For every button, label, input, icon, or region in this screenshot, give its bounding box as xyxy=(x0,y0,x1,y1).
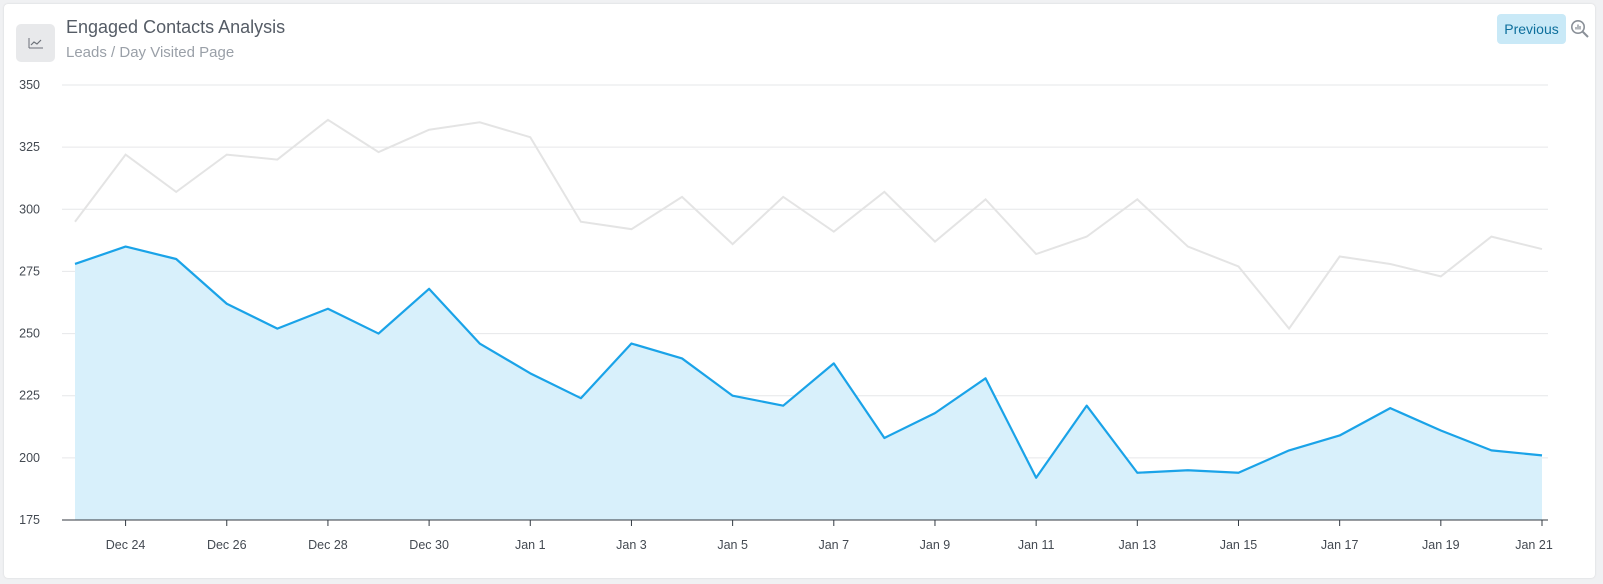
y-tick-label: 250 xyxy=(19,327,40,341)
x-tick-label: Jan 15 xyxy=(1220,538,1258,552)
x-tick-label: Jan 19 xyxy=(1422,538,1460,552)
series-layer xyxy=(74,118,1543,521)
chart-subtitle: Leads / Day Visited Page xyxy=(66,44,235,61)
x-tick-label: Jan 13 xyxy=(1119,538,1157,552)
y-tick-label: 225 xyxy=(19,389,40,403)
zoom-icon[interactable] xyxy=(1570,19,1590,39)
y-tick-label: 175 xyxy=(19,513,40,527)
x-tick-label: Jan 17 xyxy=(1321,538,1359,552)
series-line-previous xyxy=(74,118,1543,331)
x-axis: Dec 24 Dec 26 Dec 28 Dec 30 Jan 1 Jan 3 Jan 5 J… xyxy=(62,519,1553,552)
series-area-current xyxy=(75,246,1542,521)
x-tick-label: Jan 3 xyxy=(616,538,647,552)
y-tick-label: 200 xyxy=(19,451,40,465)
y-tick-label: 300 xyxy=(19,202,40,216)
y-axis: 175 200 225 250 275 300 325 350 xyxy=(19,78,40,527)
line-chart-icon xyxy=(16,24,55,62)
x-tick-label: Jan 11 xyxy=(1018,538,1055,552)
x-tick-label: Dec 30 xyxy=(409,538,449,552)
y-tick-label: 275 xyxy=(19,264,40,278)
x-tick-label: Jan 1 xyxy=(515,538,546,552)
x-tick-label: Jan 21 xyxy=(1515,538,1553,552)
series-line-current xyxy=(74,245,1543,479)
y-tick-label: 350 xyxy=(19,78,40,92)
x-tick-label: Dec 26 xyxy=(207,538,247,552)
x-tick-label: Dec 24 xyxy=(106,538,146,552)
x-tick-label: Jan 7 xyxy=(818,538,849,552)
previous-button[interactable]: Previous xyxy=(1497,14,1566,44)
y-tick-label: 325 xyxy=(19,140,40,154)
chart-title: Engaged Contacts Analysis xyxy=(66,17,286,37)
x-tick-label: Jan 9 xyxy=(920,538,951,552)
x-tick-label: Dec 28 xyxy=(308,538,348,552)
x-tick-label: Jan 5 xyxy=(717,538,748,552)
